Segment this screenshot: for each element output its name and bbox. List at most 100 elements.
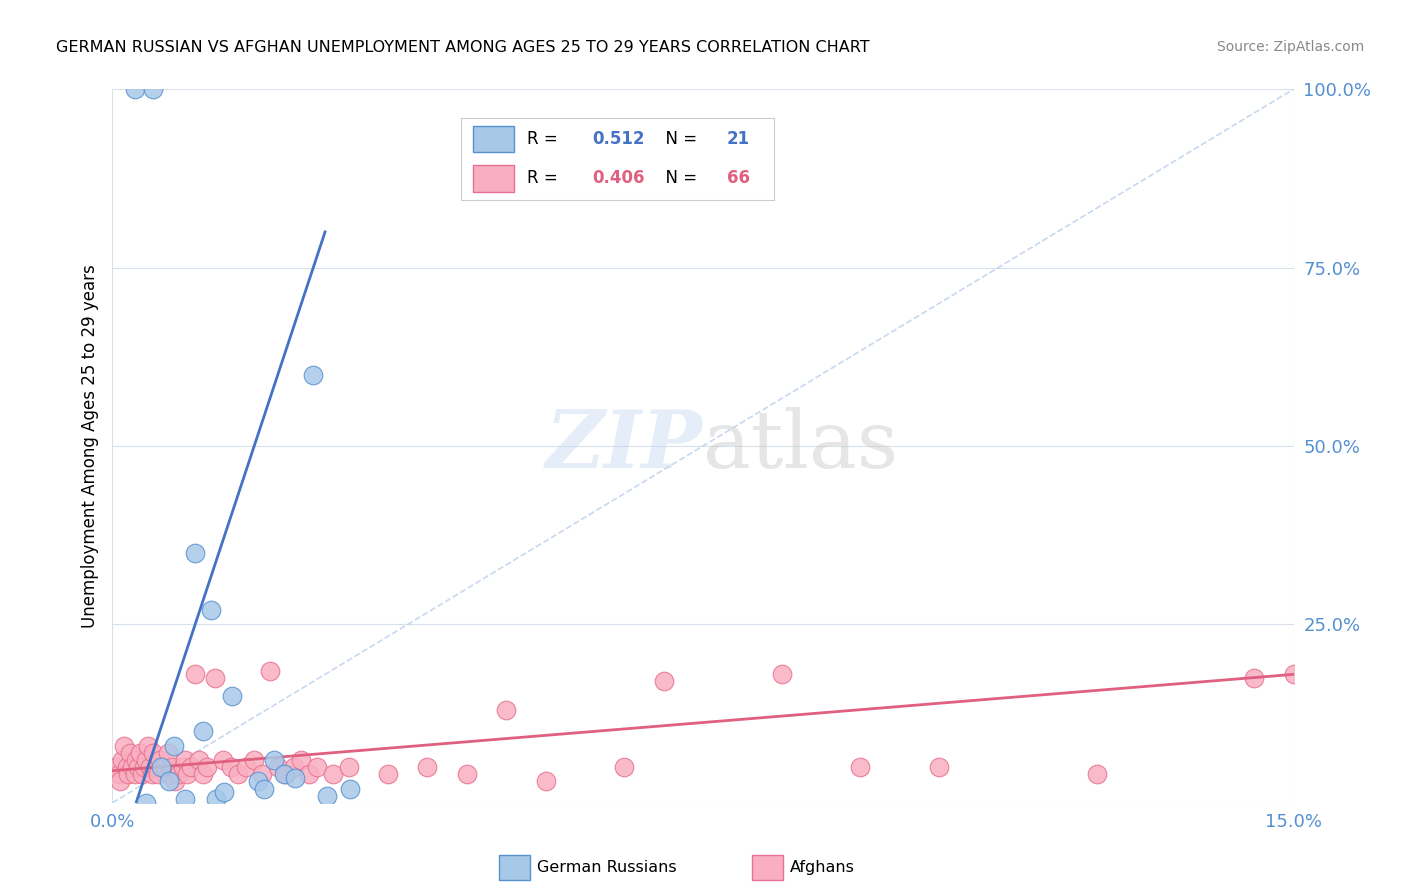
Text: GERMAN RUSSIAN VS AFGHAN UNEMPLOYMENT AMONG AGES 25 TO 29 YEARS CORRELATION CHAR: GERMAN RUSSIAN VS AFGHAN UNEMPLOYMENT AM… — [56, 40, 870, 55]
Text: 21: 21 — [727, 130, 749, 148]
Point — [283, 760, 305, 774]
Text: ZIP: ZIP — [546, 408, 703, 484]
Point — [160, 760, 183, 774]
Point — [163, 739, 186, 753]
Point — [157, 774, 180, 789]
Point — [228, 767, 250, 781]
Point — [139, 760, 162, 774]
Point — [174, 792, 197, 806]
Point — [315, 789, 337, 803]
Point — [132, 760, 155, 774]
Text: 0.406: 0.406 — [592, 169, 645, 187]
Point — [204, 671, 226, 685]
Point — [416, 760, 439, 774]
Point — [110, 774, 132, 789]
Point — [534, 774, 557, 789]
Point — [152, 760, 174, 774]
Point — [141, 767, 163, 781]
Point — [135, 753, 157, 767]
Point — [142, 82, 165, 96]
Text: 66: 66 — [727, 169, 749, 187]
Point — [191, 767, 214, 781]
Point — [273, 767, 295, 781]
Point — [214, 785, 236, 799]
Point — [115, 760, 138, 774]
Point — [1243, 671, 1265, 685]
FancyBboxPatch shape — [474, 165, 515, 192]
Point — [149, 753, 172, 767]
Point — [131, 767, 153, 781]
Point — [302, 368, 325, 382]
Point — [118, 746, 141, 760]
Point — [267, 760, 290, 774]
Point — [125, 753, 148, 767]
Point — [184, 546, 207, 560]
Point — [849, 760, 872, 774]
Point — [172, 760, 194, 774]
Point — [176, 767, 198, 781]
Point — [165, 774, 187, 789]
Point — [117, 767, 139, 781]
Point — [770, 667, 793, 681]
Point — [243, 753, 266, 767]
Point — [652, 674, 675, 689]
Text: Afghans: Afghans — [790, 861, 855, 875]
Point — [107, 767, 129, 781]
Point — [146, 767, 169, 781]
Point — [307, 760, 329, 774]
Point — [188, 753, 211, 767]
Point — [274, 767, 297, 781]
Point — [184, 667, 207, 681]
Point — [339, 781, 361, 796]
Point — [191, 724, 214, 739]
Text: 0.512: 0.512 — [592, 130, 645, 148]
Point — [127, 760, 149, 774]
Point — [174, 753, 197, 767]
Point — [250, 767, 273, 781]
Point — [157, 767, 180, 781]
Point — [205, 792, 228, 806]
Point — [145, 760, 167, 774]
Point — [129, 746, 152, 760]
Text: R =: R = — [527, 169, 568, 187]
Point — [253, 781, 276, 796]
Y-axis label: Unemployment Among Ages 25 to 29 years: Unemployment Among Ages 25 to 29 years — [80, 264, 98, 628]
Point — [195, 760, 218, 774]
Point — [180, 760, 202, 774]
Point — [263, 753, 285, 767]
Point — [290, 753, 312, 767]
Point — [112, 739, 135, 753]
Text: R =: R = — [527, 130, 568, 148]
Point — [337, 760, 360, 774]
Point — [221, 689, 243, 703]
Text: atlas: atlas — [703, 407, 898, 485]
Point — [219, 760, 242, 774]
Point — [136, 739, 159, 753]
Point — [928, 760, 950, 774]
Point — [105, 760, 128, 774]
Point — [142, 746, 165, 760]
Point — [156, 746, 179, 760]
Point — [1282, 667, 1305, 681]
Point — [121, 760, 143, 774]
Point — [495, 703, 517, 717]
Point — [124, 767, 146, 781]
FancyBboxPatch shape — [474, 126, 515, 153]
Point — [377, 767, 399, 781]
Point — [135, 796, 157, 810]
Point — [235, 760, 257, 774]
Point — [169, 767, 191, 781]
Point — [200, 603, 222, 617]
Point — [322, 767, 344, 781]
Point — [124, 82, 146, 96]
Text: German Russians: German Russians — [537, 861, 676, 875]
Point — [456, 767, 478, 781]
Point — [298, 767, 321, 781]
Text: Source: ZipAtlas.com: Source: ZipAtlas.com — [1216, 40, 1364, 54]
Point — [1085, 767, 1108, 781]
Point — [211, 753, 233, 767]
Point — [613, 760, 636, 774]
Point — [259, 664, 281, 678]
Text: N =: N = — [655, 169, 707, 187]
Text: N =: N = — [655, 130, 707, 148]
